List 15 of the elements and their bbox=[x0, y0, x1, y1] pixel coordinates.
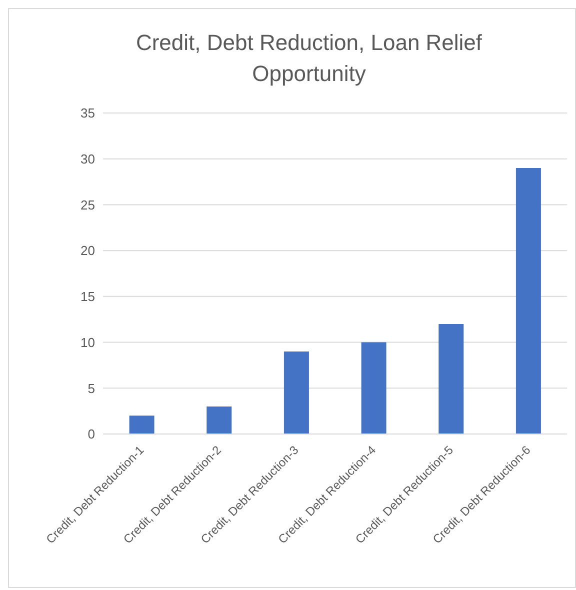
bar bbox=[361, 342, 386, 434]
y-tick-label: 30 bbox=[80, 151, 95, 166]
chart-title: Credit, Debt Reduction, Loan Relief Opportunity bbox=[134, 29, 484, 88]
bar bbox=[129, 416, 154, 434]
bar bbox=[284, 351, 309, 434]
y-tick-label: 15 bbox=[80, 289, 95, 304]
bar bbox=[516, 168, 541, 434]
y-tick-label: 10 bbox=[80, 334, 95, 350]
y-tick-label: 35 bbox=[80, 106, 95, 121]
y-tick-label: 5 bbox=[88, 380, 95, 396]
bar bbox=[438, 324, 464, 434]
bar bbox=[206, 406, 232, 434]
y-tick-label: 25 bbox=[80, 197, 95, 212]
y-tick-label: 20 bbox=[80, 243, 95, 258]
y-tick-label: 0 bbox=[88, 426, 95, 442]
